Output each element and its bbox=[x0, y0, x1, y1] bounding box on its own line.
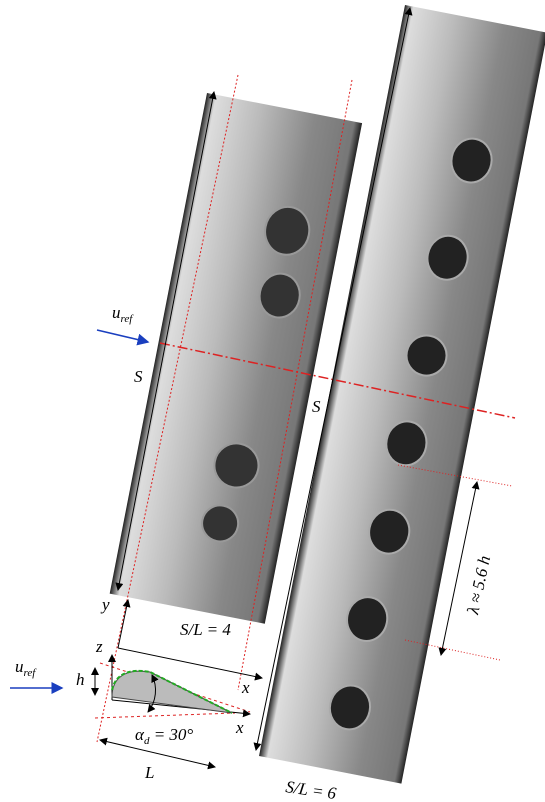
inflow-label: uref bbox=[112, 303, 134, 325]
airfoil bbox=[112, 671, 232, 713]
inflow-arrow bbox=[97, 330, 148, 342]
height-label: h bbox=[76, 670, 85, 689]
span-label: S bbox=[134, 367, 143, 386]
ratio-label: S/L = 4 bbox=[180, 620, 231, 639]
inflow-label: uref bbox=[15, 657, 37, 679]
axis-label: z bbox=[95, 637, 103, 656]
axis-label: x bbox=[241, 678, 250, 697]
wavelength-label: λ ≈ 5.6 h bbox=[463, 554, 494, 617]
length-label: L bbox=[144, 763, 154, 782]
angle-label: αd = 30° bbox=[135, 725, 193, 747]
axis-label: y bbox=[100, 595, 110, 614]
span-label: S bbox=[312, 397, 321, 416]
axis-label: x bbox=[235, 718, 244, 737]
figure: uref uref S S S/L = 4 S/L = 6 y z x x h … bbox=[0, 0, 545, 802]
ratio-label: S/L = 6 bbox=[284, 777, 337, 802]
